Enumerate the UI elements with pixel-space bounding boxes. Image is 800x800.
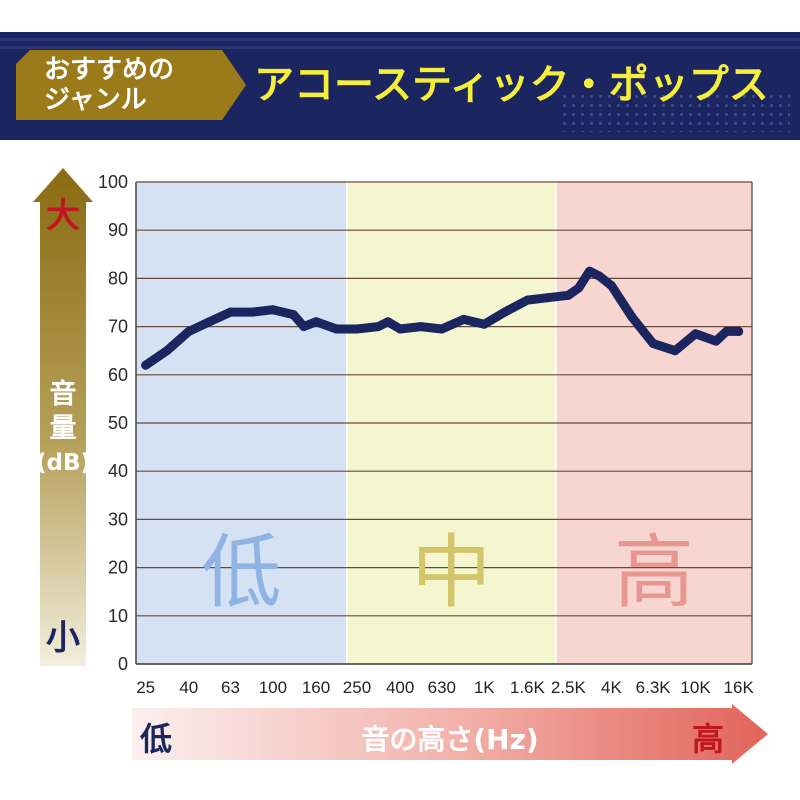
x-tick-2.5K: 2.5K [551, 678, 587, 697]
data-point [594, 271, 604, 281]
response-line-0 [141, 266, 744, 370]
y-tick-labels: 0 10 20 30 40 50 60 70 80 90 100 [98, 172, 128, 674]
data-point [522, 295, 532, 305]
data-point [141, 360, 151, 370]
data-point [332, 324, 341, 334]
x-tick-100: 100 [259, 678, 287, 697]
data-point [606, 281, 616, 291]
volume-low-label: 小 [46, 618, 80, 658]
data-point [383, 317, 393, 327]
data-point [543, 293, 553, 303]
x-tick-25: 25 [136, 678, 155, 697]
data-point [627, 312, 637, 322]
x-tick-labels: 25 40 63 100 160 250 400 630 1K 1.6K 2.5K 4K 6.3K 10K… [136, 678, 754, 697]
x-tick-400: 400 [386, 678, 414, 697]
pitch-high-label: 高 [692, 720, 725, 758]
data-point [479, 319, 489, 329]
x-tick-6.3K: 6.3K [636, 678, 672, 697]
data-point [734, 326, 744, 336]
volume-high-label: 大 [46, 196, 80, 236]
data-point [288, 310, 298, 320]
x-tick-1K: 1K [474, 678, 495, 697]
y-tick-90: 90 [108, 220, 128, 240]
volume-arrow [33, 168, 93, 666]
data-point [437, 324, 447, 334]
tag-line-2: ジャンル [44, 85, 147, 115]
recommended-genre-tag [16, 50, 246, 120]
volume-label-unit: (dB) [36, 450, 92, 476]
volume-label-line-1: 音 [49, 379, 77, 410]
zone-label-2: 高 [614, 526, 694, 619]
x-tick-16K: 16K [724, 678, 755, 697]
y-tick-30: 30 [108, 509, 128, 529]
frequency-response-chart: 低中高 0102030405060708090100 25 40 63 100 160 2… [98, 172, 755, 697]
x-tick-630: 630 [428, 678, 456, 697]
data-point [648, 339, 658, 348]
data-point [204, 317, 214, 327]
x-tick-63: 63 [221, 678, 240, 697]
tag-line-1: おすすめの [44, 55, 175, 85]
y-tick-20: 20 [108, 558, 128, 578]
data-point [670, 346, 680, 356]
data-point [721, 326, 731, 336]
banner-stripe [0, 46, 800, 49]
zone-label-1: 中 [411, 526, 491, 619]
data-point [563, 290, 573, 300]
genre-title: アコースティック・ポップス [254, 62, 769, 108]
gridlines [135, 181, 753, 665]
data-point [247, 307, 257, 317]
data-point [268, 305, 278, 315]
y-tick-40: 40 [108, 461, 128, 481]
pitch-axis-label: 音の高さ(Hz) [361, 723, 539, 756]
data-point [500, 307, 510, 317]
x-tick-250: 250 [343, 678, 371, 697]
volume-axis-label: 音 量 (dB) [36, 378, 92, 480]
data-point [226, 307, 235, 317]
x-tick-160: 160 [302, 678, 330, 697]
y-tick-50: 50 [108, 413, 128, 433]
data-point [162, 346, 172, 356]
data-point [585, 266, 594, 276]
y-tick-0: 0 [118, 654, 128, 674]
pitch-arrow [132, 704, 768, 764]
y-tick-70: 70 [108, 317, 128, 337]
tag-shape [16, 50, 246, 120]
zone-labels: 低中高 [201, 526, 694, 619]
x-tick-1.6K: 1.6K [510, 678, 546, 697]
y-tick-80: 80 [108, 268, 128, 288]
y-tick-100: 100 [98, 172, 128, 192]
zone-label-0: 低 [201, 526, 281, 619]
data-point [352, 324, 362, 334]
volume-label-line-2: 量 [49, 413, 77, 444]
y-tick-10: 10 [108, 606, 128, 626]
data-point [299, 322, 309, 332]
data-point [184, 326, 194, 336]
pitch-low-label: 低 [140, 720, 173, 758]
x-tick-40: 40 [179, 678, 198, 697]
y-tick-60: 60 [108, 365, 128, 385]
data-point [311, 317, 321, 327]
x-tick-4K: 4K [601, 678, 622, 697]
data-point [416, 322, 426, 332]
recommended-genre-label: おすすめの ジャンル [44, 55, 224, 115]
data-point [395, 324, 405, 334]
data-point [711, 336, 721, 346]
response-line-layer [141, 266, 744, 370]
data-point [373, 322, 383, 332]
data-point [691, 329, 700, 339]
x-tick-10K: 10K [680, 678, 711, 697]
banner-stripe [0, 38, 800, 41]
data-point [574, 283, 584, 293]
data-point [459, 314, 469, 324]
banner-dot-pattern [560, 92, 790, 132]
